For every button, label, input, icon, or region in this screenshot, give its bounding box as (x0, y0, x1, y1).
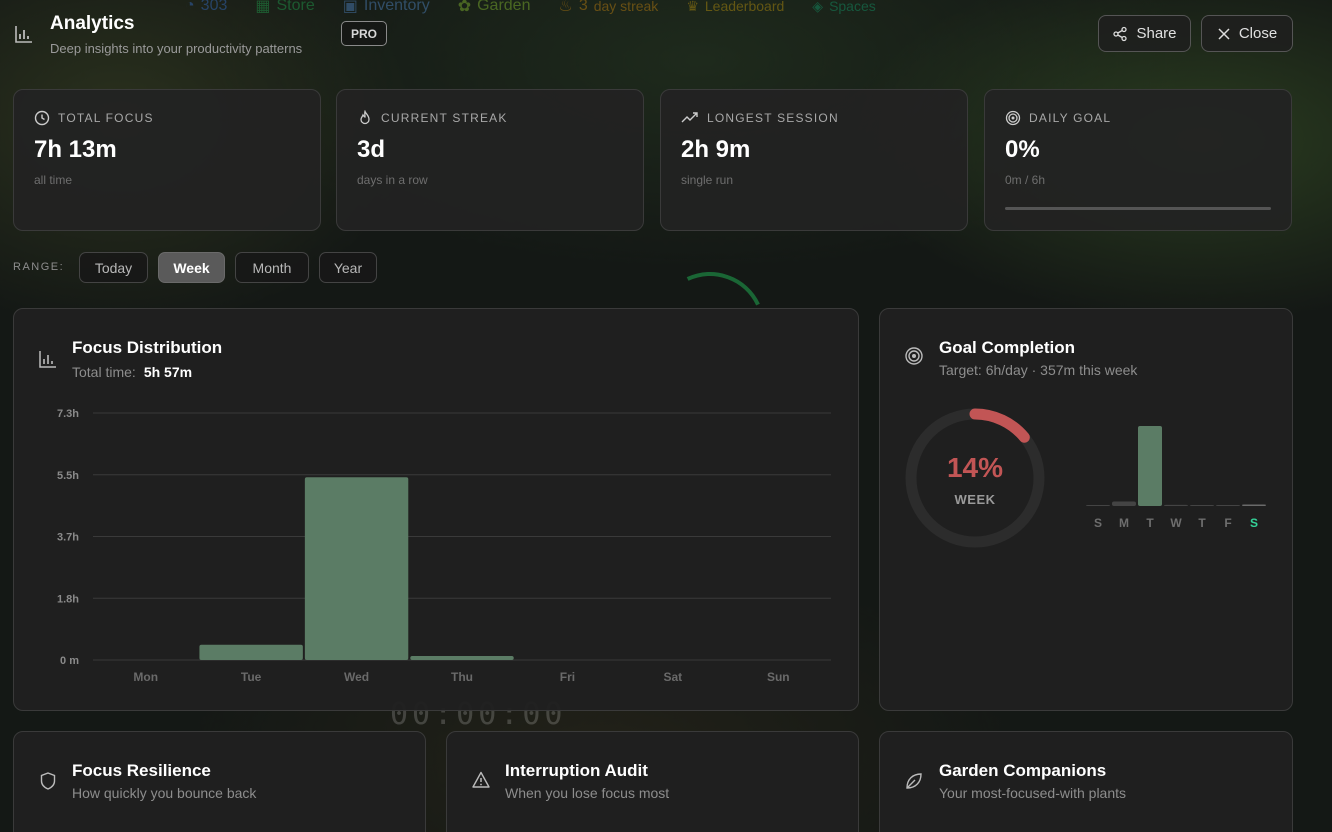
bg-nav-garden: ✿ Garden (457, 0, 531, 15)
bg-nav-store: ▦ Store (255, 0, 315, 15)
mini-bar (1164, 504, 1188, 506)
stat-sub: 0m / 6h (1005, 173, 1046, 187)
goal-completion-title: Goal Completion (939, 338, 1075, 357)
bg-nav-spaces: ◈ Spaces (812, 0, 876, 14)
mini-bar (1216, 505, 1240, 506)
x-tick-label: Wed (344, 670, 369, 684)
mini-day-label: M (1119, 516, 1129, 530)
goal-ring-progress (905, 408, 1045, 548)
clock-icon (34, 110, 50, 126)
focus-distribution-panel (13, 308, 859, 711)
garden-companions-title: Garden Companions (939, 761, 1107, 780)
x-tick-label: Sun (767, 670, 790, 684)
bar-thu (410, 655, 514, 660)
mini-day-label: S (1094, 516, 1102, 530)
share-button[interactable]: Share (1098, 15, 1191, 52)
bg-nav-coins: ◔ 303 (185, 0, 228, 14)
share-label: Share (1136, 25, 1177, 42)
daily-goal-progress-bar (1005, 207, 1271, 210)
close-label: Close (1238, 25, 1278, 42)
mini-day-label: W (1170, 516, 1182, 530)
background-nav: ◔ 303 ▦ Store ▣ Inventory ✿ Garden ♨ 3 d… (185, 0, 876, 16)
mini-bar (1190, 505, 1214, 506)
mini-bar (1242, 504, 1266, 506)
goal-completion-panel (879, 308, 1293, 711)
pro-badge: PRO (341, 21, 387, 46)
share-icon (1113, 26, 1128, 41)
range-month-button[interactable]: Month (235, 252, 309, 283)
stat-card-longest-session: LONGEST SESSION 2h 9m single run (660, 89, 968, 231)
goal-completion-percent: 14% (946, 452, 1004, 483)
leaf-icon (906, 773, 922, 789)
target-icon (1005, 110, 1021, 126)
stat-sub: all time (34, 173, 73, 187)
flame-icon (360, 110, 370, 125)
stat-card-current-streak: CURRENT STREAK 3d days in a row (336, 89, 644, 231)
bar-chart-icon (39, 351, 56, 368)
stat-sub: single run (681, 173, 734, 187)
stat-card-daily-goal: DAILY GOAL 0% 0m / 6h (984, 89, 1292, 231)
stat-value: 3d (357, 136, 386, 163)
range-label: RANGE: (13, 261, 65, 273)
range-week-button[interactable]: Week (158, 252, 225, 283)
stat-label: TOTAL FOCUS (58, 111, 154, 125)
interruption-audit-subtitle: When you lose focus most (505, 785, 670, 801)
bg-nav-streak: ♨ 3 day streak (558, 0, 659, 15)
close-button[interactable]: Close (1201, 15, 1293, 52)
range-today-button[interactable]: Today (79, 252, 148, 283)
y-tick-label: 3.7h (57, 532, 79, 544)
goal-completion-period: WEEK (954, 492, 996, 507)
mini-bar (1086, 505, 1110, 506)
target-icon (905, 347, 923, 365)
page-title: Analytics (50, 13, 135, 34)
stat-label: DAILY GOAL (1029, 111, 1112, 125)
shield-icon (40, 772, 56, 790)
y-tick-label: 7.3h (57, 408, 79, 420)
stat-card-total-focus: TOTAL FOCUS 7h 13m all time (13, 89, 321, 231)
range-year-button[interactable]: Year (319, 252, 377, 283)
mini-bar (1138, 426, 1162, 506)
stat-label: CURRENT STREAK (381, 111, 508, 125)
x-tick-label: Mon (133, 670, 158, 684)
mini-day-label: F (1224, 516, 1231, 530)
y-tick-label: 5.5h (57, 470, 79, 482)
total-time-value: 5h 57m (143, 364, 193, 380)
bar-wed (304, 477, 409, 660)
bg-nav-inventory: ▣ Inventory (342, 0, 430, 15)
mini-bar (1112, 501, 1136, 506)
stat-value: 2h 9m (681, 136, 751, 163)
stat-value: 7h 13m (34, 136, 117, 163)
alert-triangle-icon (472, 771, 490, 788)
bg-nav-leaderboard: ♛ Leaderboard (686, 0, 785, 14)
focus-resilience-subtitle: How quickly you bounce back (72, 785, 257, 801)
y-tick-label: 0 m (60, 655, 79, 667)
mini-day-label: T (1146, 516, 1154, 530)
trending-up-icon (681, 112, 698, 123)
x-tick-label: Fri (560, 670, 575, 684)
focus-resilience-title: Focus Resilience (72, 761, 211, 780)
page-subtitle: Deep insights into your productivity pat… (50, 41, 303, 56)
y-tick-label: 1.8h (57, 593, 79, 605)
goal-completion-subtitle: Target: 6h/day · 357m this week (939, 362, 1138, 378)
focus-distribution-title: Focus Distribution (72, 338, 223, 357)
x-tick-label: Thu (451, 670, 473, 684)
x-tick-label: Tue (241, 670, 262, 684)
bar-chart-icon (15, 26, 32, 43)
stat-label: LONGEST SESSION (707, 111, 839, 125)
x-tick-label: Sat (664, 670, 683, 684)
garden-companions-panel (879, 731, 1293, 832)
stat-sub: days in a row (357, 173, 428, 187)
close-icon (1218, 27, 1230, 40)
mini-day-label: S (1250, 516, 1258, 530)
interruption-audit-panel (446, 731, 859, 832)
garden-companions-subtitle: Your most-focused-with plants (939, 785, 1127, 801)
total-time-label: Total time: (72, 364, 136, 380)
focus-resilience-panel (13, 731, 426, 832)
bar-tue (199, 644, 303, 660)
mini-day-label: T (1198, 516, 1206, 530)
focus-distribution-total: Total time: 5h 57m (72, 364, 192, 380)
interruption-audit-title: Interruption Audit (505, 761, 648, 780)
stat-value: 0% (1005, 136, 1040, 163)
